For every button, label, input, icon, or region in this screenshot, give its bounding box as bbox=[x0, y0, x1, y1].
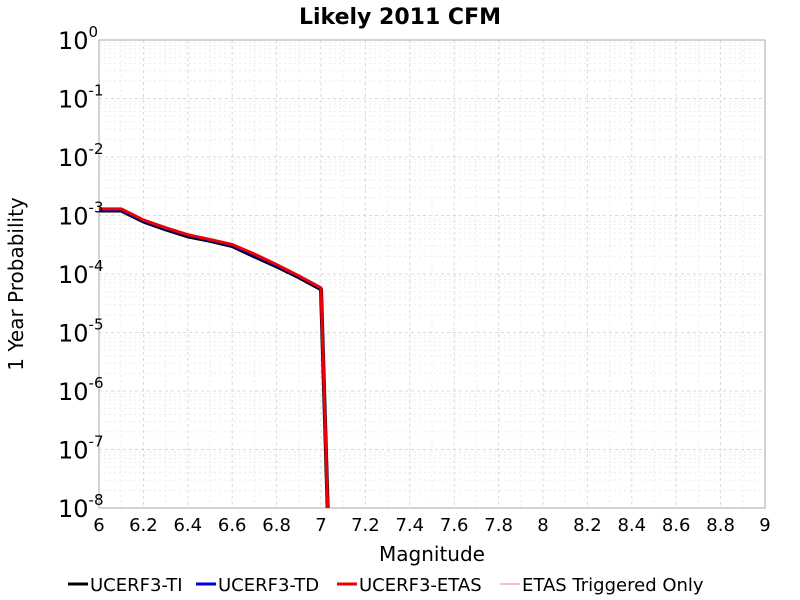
y-tick-label: 10-1 bbox=[58, 82, 104, 114]
x-tick-label: 8.2 bbox=[573, 515, 602, 536]
x-tick-label: 6.4 bbox=[173, 515, 202, 536]
y-tick-label: 10-5 bbox=[58, 316, 104, 348]
x-tick-label: 7.6 bbox=[440, 515, 469, 536]
x-axis-label: Magnitude bbox=[379, 542, 485, 566]
y-axis-ticks: 100 10-1 10-2 10-3 10-4 10-5 10-6 10-7 10-8 bbox=[58, 23, 104, 523]
y-tick-label: 10-8 bbox=[58, 491, 104, 523]
x-tick-label: 8.8 bbox=[706, 515, 735, 536]
x-tick-label: 7.4 bbox=[395, 515, 424, 536]
y-tick-label: 10-4 bbox=[58, 257, 104, 289]
legend-label: UCERF3-ETAS bbox=[359, 575, 482, 596]
x-tick-label: 8.6 bbox=[662, 515, 691, 536]
legend: UCERF3-TI UCERF3-TD UCERF3-ETAS ETAS Trigge… bbox=[68, 575, 704, 596]
y-tick-label: 10-2 bbox=[58, 140, 104, 172]
y-tick-label: 10-3 bbox=[58, 199, 104, 231]
legend-label: ETAS Triggered Only bbox=[522, 575, 704, 596]
x-tick-label: 6.2 bbox=[129, 515, 158, 536]
x-tick-label: 7.8 bbox=[484, 515, 513, 536]
y-axis-label: 1 Year Probability bbox=[4, 197, 28, 371]
x-tick-label: 7 bbox=[315, 515, 326, 536]
legend-label: UCERF3-TD bbox=[218, 575, 319, 596]
x-tick-label: 6.6 bbox=[218, 515, 247, 536]
x-tick-label: 6.8 bbox=[262, 515, 291, 536]
x-tick-label: 7.2 bbox=[351, 515, 380, 536]
plot-area bbox=[98, 39, 766, 509]
x-tick-label: 8.4 bbox=[617, 515, 646, 536]
series-line-ucerf3-td bbox=[99, 208, 330, 509]
y-tick-label: 100 bbox=[58, 23, 98, 55]
x-tick-label: 8 bbox=[537, 515, 548, 536]
grid bbox=[98, 39, 766, 509]
chart-title: Likely 2011 CFM bbox=[299, 5, 501, 30]
series-layer bbox=[99, 207, 330, 509]
y-tick-label: 10-7 bbox=[58, 433, 104, 465]
x-tick-label: 6 bbox=[93, 515, 104, 536]
series-line-ucerf3-ti bbox=[99, 208, 330, 509]
x-tick-label: 9 bbox=[759, 515, 770, 536]
y-tick-label: 10-6 bbox=[58, 374, 104, 406]
x-axis-ticks: 6 6.2 6.4 6.6 6.8 7 7.2 7.4 7.6 7.8 8 8.2 8.4 8.6 8.8 9 bbox=[93, 515, 770, 536]
legend-label: UCERF3-TI bbox=[90, 575, 183, 596]
series-line-ucerf3-etas bbox=[99, 207, 330, 509]
